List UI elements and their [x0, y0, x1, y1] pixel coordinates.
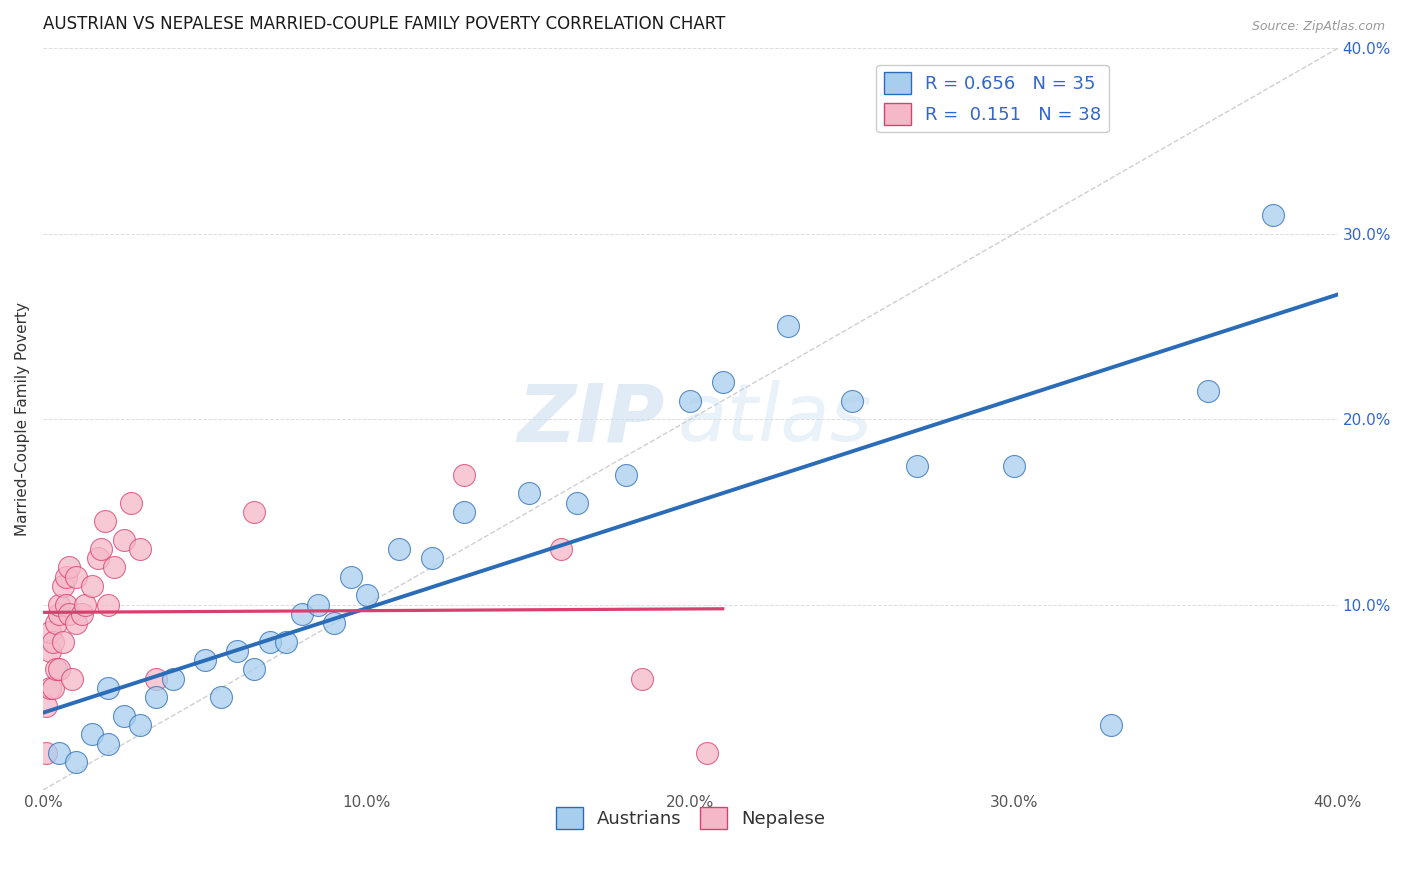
- Point: [103, 560, 125, 574]
- Point: [550, 541, 572, 556]
- Point: [65, 570, 87, 584]
- Legend: Austrians, Nepalese: Austrians, Nepalese: [548, 800, 832, 837]
- Point: [55, 570, 77, 584]
- Text: Source: ZipAtlas.com: Source: ZipAtlas.com: [1251, 20, 1385, 33]
- Point: [1099, 718, 1122, 732]
- Point: [42, 634, 65, 648]
- Point: [70, 607, 93, 621]
- Point: [45, 662, 67, 676]
- Point: [129, 718, 152, 732]
- Point: [274, 634, 297, 648]
- Point: [48, 607, 70, 621]
- Point: [242, 662, 264, 676]
- Point: [209, 690, 232, 705]
- Point: [631, 672, 654, 686]
- Point: [97, 681, 120, 695]
- Point: [1197, 384, 1219, 399]
- Point: [242, 505, 264, 519]
- Point: [420, 551, 443, 566]
- Point: [38, 681, 60, 695]
- Point: [696, 746, 718, 760]
- Point: [453, 505, 475, 519]
- Point: [87, 551, 110, 566]
- Point: [65, 755, 87, 769]
- Point: [614, 467, 637, 482]
- Point: [52, 579, 75, 593]
- Point: [35, 699, 58, 714]
- Point: [80, 579, 103, 593]
- Point: [356, 588, 378, 602]
- Point: [194, 653, 217, 667]
- Point: [58, 607, 80, 621]
- Y-axis label: Married-Couple Family Poverty: Married-Couple Family Poverty: [15, 302, 30, 536]
- Point: [453, 467, 475, 482]
- Point: [711, 375, 734, 389]
- Point: [776, 319, 799, 334]
- Point: [97, 598, 120, 612]
- Point: [259, 634, 281, 648]
- Text: ZIP: ZIP: [517, 380, 665, 458]
- Point: [42, 681, 65, 695]
- Point: [52, 634, 75, 648]
- Point: [58, 560, 80, 574]
- Text: AUSTRIAN VS NEPALESE MARRIED-COUPLE FAMILY POVERTY CORRELATION CHART: AUSTRIAN VS NEPALESE MARRIED-COUPLE FAMI…: [44, 15, 725, 33]
- Point: [565, 495, 588, 509]
- Point: [80, 727, 103, 741]
- Point: [90, 541, 112, 556]
- Point: [75, 598, 97, 612]
- Point: [65, 616, 87, 631]
- Point: [112, 708, 135, 723]
- Text: atlas: atlas: [678, 380, 872, 458]
- Point: [38, 644, 60, 658]
- Point: [841, 393, 863, 408]
- Point: [679, 393, 702, 408]
- Point: [323, 616, 346, 631]
- Point: [60, 672, 83, 686]
- Point: [38, 625, 60, 640]
- Point: [339, 570, 361, 584]
- Point: [48, 598, 70, 612]
- Point: [145, 672, 167, 686]
- Point: [905, 458, 928, 473]
- Point: [48, 746, 70, 760]
- Point: [35, 746, 58, 760]
- Point: [517, 486, 540, 500]
- Point: [145, 690, 167, 705]
- Point: [112, 533, 135, 547]
- Point: [1002, 458, 1025, 473]
- Point: [93, 514, 115, 528]
- Point: [45, 616, 67, 631]
- Point: [291, 607, 314, 621]
- Point: [1261, 208, 1284, 222]
- Point: [162, 672, 184, 686]
- Point: [55, 598, 77, 612]
- Point: [48, 662, 70, 676]
- Point: [120, 495, 142, 509]
- Point: [129, 541, 152, 556]
- Point: [307, 598, 329, 612]
- Point: [97, 737, 120, 751]
- Point: [388, 541, 411, 556]
- Point: [226, 644, 249, 658]
